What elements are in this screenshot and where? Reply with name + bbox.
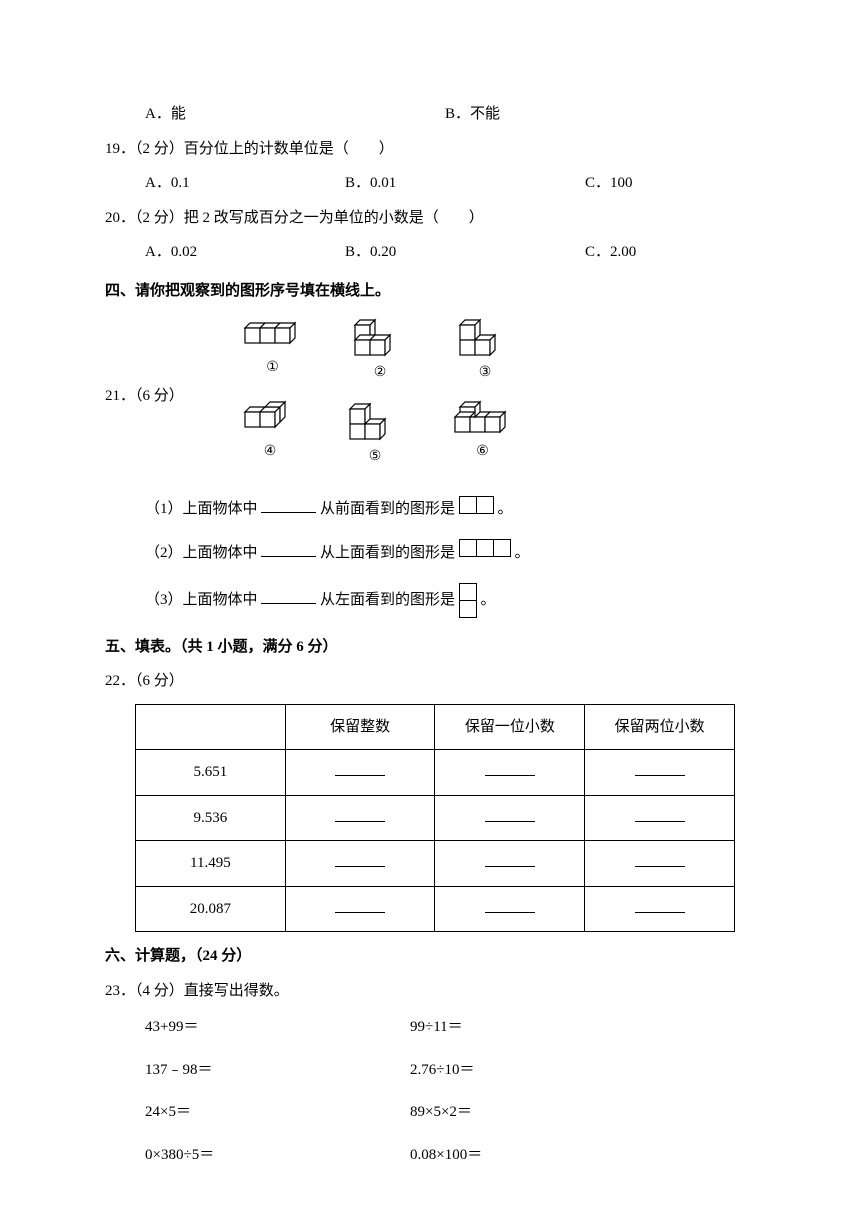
q19-optA: A．0.1 [145,169,345,198]
q18-options: A．能 B．不能 [105,100,755,129]
table-row: 保留整数 保留一位小数 保留两位小数 [136,704,735,750]
calc-item: 137﹣98＝ [145,1056,410,1085]
shape-5: ⑤ [345,397,405,471]
shape-2sq-v [459,583,477,618]
shape-1: ① [240,313,305,387]
calc-item: 2.76÷10＝ [410,1056,675,1085]
q23-stem: 23．（4 分）直接写出得数。 [105,977,755,1006]
shape-2-label: ② [374,360,387,387]
q21-sub3: （3）上面物体中 从左面看到的图形是 。 [145,583,755,618]
shape-1-label: ① [266,355,279,382]
table-row: 5.651 [136,750,735,796]
table-row: 11.495 [136,841,735,887]
q21-sub3-a: （3）上面物体中 [145,592,258,608]
shape-2: ② [350,313,410,387]
q21-shapes: ① ② [240,313,515,480]
shape-4: ④ [240,397,300,471]
q19-optC: C．100 [585,169,755,198]
q21-sub2-b: 从上面看到的图形是 [320,545,455,561]
calc-item: 24×5＝ [145,1098,410,1127]
section5-title: 五、填表。（共 1 小题，满分 6 分） [105,633,755,662]
q22-table: 保留整数 保留一位小数 保留两位小数 5.651 9.536 11.495 20… [135,704,735,933]
q23-grid: 43+99＝ 99÷11＝ 137﹣98＝ 2.76÷10＝ 24×5＝ 89×… [105,1013,755,1169]
shape-5-label: ⑤ [369,444,382,471]
q21-sub1-b: 从前面看到的图形是 [320,501,455,517]
q18-optB: B．不能 [445,100,500,129]
shape-3sq-h [459,539,511,568]
th1: 保留整数 [285,704,435,750]
blank[interactable] [261,498,316,513]
q21-sub1-a: （1）上面物体中 [145,501,258,517]
calc-item: 99÷11＝ [410,1013,675,1042]
table-row: 20.087 [136,886,735,932]
table-row: 9.536 [136,795,735,841]
q20-optA: A．0.02 [145,238,345,267]
q21-number: 21．（6 分） [105,382,205,411]
section6-title: 六、计算题，（24 分） [105,942,755,971]
blank[interactable] [261,542,316,557]
period: 。 [498,501,513,517]
q20-optC: C．2.00 [585,238,755,267]
q19-options: A．0.1 B．0.01 C．100 [105,169,755,198]
q21-sub1: （1）上面物体中 从前面看到的图形是 。 [145,495,755,524]
shape-3: ③ [455,313,515,387]
section4-title: 四、请你把观察到的图形序号填在横线上。 [105,277,755,306]
r2c0: 9.536 [136,795,286,841]
q21-sub2-a: （2）上面物体中 [145,545,258,561]
th2: 保留一位小数 [435,704,585,750]
q21-sub2: （2）上面物体中 从上面看到的图形是 。 [145,539,755,568]
shape-6: ⑥ [450,397,515,471]
r1c0: 5.651 [136,750,286,796]
q20-optB: B．0.20 [345,238,585,267]
th3: 保留两位小数 [585,704,735,750]
th0 [136,704,286,750]
calc-item: 89×5×2＝ [410,1098,675,1127]
shape-4-label: ④ [264,439,277,466]
q21-sub3-b: 从左面看到的图形是 [320,592,455,608]
calc-item: 43+99＝ [145,1013,410,1042]
q20-stem: 20．（2 分）把 2 改写成百分之一为单位的小数是（ ） [105,204,755,233]
q18-optA: A．能 [145,100,445,129]
shape-6-label: ⑥ [476,439,489,466]
period: 。 [515,545,530,561]
q22-number: 22．（6 分） [105,667,755,696]
r3c0: 11.495 [136,841,286,887]
r4c0: 20.087 [136,886,286,932]
calc-item: 0.08×100＝ [410,1141,675,1170]
period: 。 [481,592,496,608]
q19-stem: 19．（2 分）百分位上的计数单位是（ ） [105,135,755,164]
q21: 21．（6 分） ① [105,313,755,480]
q20-options: A．0.02 B．0.20 C．2.00 [105,238,755,267]
shape-3-label: ③ [479,360,492,387]
blank[interactable] [261,589,316,604]
q19-optB: B．0.01 [345,169,585,198]
section6-text: 六、计算题，（24 分） [105,948,251,964]
shape-2sq-h [459,496,494,525]
calc-item: 0×380÷5＝ [145,1141,410,1170]
